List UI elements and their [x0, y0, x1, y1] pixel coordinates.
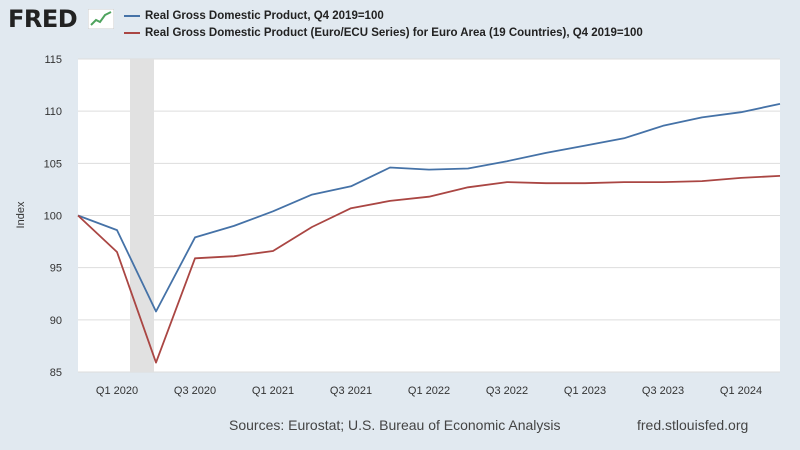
x-tick-label: Q1 2022 [408, 385, 450, 397]
y-tick-label: 110 [44, 106, 62, 118]
y-axis-tick-labels: 85 90 95 100 105 110 115 [44, 54, 62, 379]
chart-line-icon [88, 9, 114, 29]
line-chart: 85 90 95 100 105 110 115 Q1 2020 Q3 2020 Q1 2021… [15, 54, 781, 397]
legend-label-euro-gdp: Real Gross Domestic Product (Euro/ECU Se… [145, 27, 643, 39]
x-tick-label: Q3 2023 [642, 385, 684, 397]
legend-swatch-us-gdp [124, 15, 140, 17]
sources-text: Sources: Eurostat; U.S. Bureau of Econom… [229, 417, 561, 433]
series-lines [77, 103, 781, 364]
x-axis-tick-labels: Q1 2020 Q3 2020 Q1 2021 Q3 2021 Q1 2022 Q3 20… [96, 385, 762, 397]
y-axis-label: Index [15, 201, 27, 228]
legend-swatch-euro-gdp [124, 32, 140, 34]
series-line-euro-gdp [77, 175, 781, 364]
x-tick-label: Q3 2021 [330, 385, 372, 397]
x-tick-label: Q3 2022 [486, 385, 528, 397]
y-tick-label: 100 [44, 211, 62, 223]
y-tick-label: 115 [44, 54, 62, 66]
header: FRED Real Gross Domestic Product, Q4 201… [0, 0, 800, 50]
y-tick-label: 85 [50, 367, 62, 379]
x-tick-label: Q3 2020 [174, 385, 216, 397]
x-tick-label: Q1 2021 [252, 385, 294, 397]
x-tick-label: Q1 2023 [564, 385, 606, 397]
recession-shading-group [130, 59, 154, 372]
recession-shading [130, 59, 154, 372]
x-tick-label: Q1 2024 [720, 385, 762, 397]
x-tick-label: Q1 2020 [96, 385, 138, 397]
fred-site-link[interactable]: fred.stlouisfed.org [637, 417, 749, 433]
legend-label-us-gdp: Real Gross Domestic Product, Q4 2019=100 [145, 10, 384, 22]
gridlines [78, 58, 780, 373]
y-tick-label: 90 [50, 315, 62, 327]
series-line-us-gdp [77, 103, 781, 313]
y-tick-label: 95 [50, 263, 62, 275]
y-tick-label: 105 [44, 158, 62, 170]
fred-logo[interactable]: FRED [8, 5, 78, 33]
